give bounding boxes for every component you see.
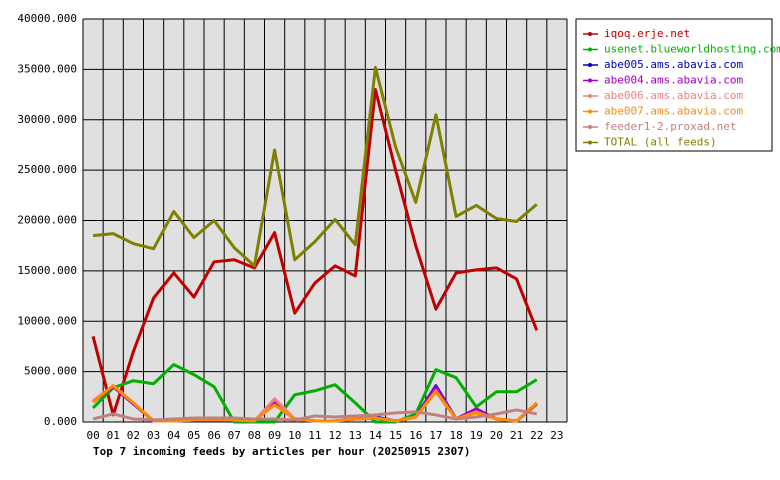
x-tick-label: 07 <box>228 429 241 442</box>
x-tick-label: 06 <box>207 429 220 442</box>
legend-box <box>575 18 773 152</box>
legend-label: abe006.ams.abavia.com <box>604 89 743 102</box>
series-line <box>92 65 538 268</box>
legend-marker <box>588 94 592 98</box>
chart-title: Top 7 incoming feeds by articles per hou… <box>93 445 471 458</box>
x-tick-label: 00 <box>86 429 99 442</box>
legend-marker <box>588 140 592 145</box>
series-line <box>91 88 539 417</box>
legend-label: iqoq.erje.net <box>604 27 690 40</box>
x-tick-label: 11 <box>308 429 321 442</box>
x-tick-label: 12 <box>328 429 341 442</box>
x-tick-label: 04 <box>167 429 181 442</box>
y-tick-label: 20000.000 <box>17 214 77 227</box>
legend-marker <box>588 78 592 83</box>
x-tick-label: 02 <box>127 429 140 442</box>
x-tick-label: 21 <box>510 429 523 442</box>
x-tick-label: 17 <box>429 429 442 442</box>
x-tick-label: 18 <box>449 429 462 442</box>
x-tick-label: 16 <box>409 429 422 442</box>
x-tick-label: 05 <box>187 429 200 442</box>
x-tick-label: 22 <box>530 429 543 442</box>
x-tick-label: 13 <box>349 429 362 442</box>
legend-label: abe005.ams.abavia.com <box>604 58 743 71</box>
y-tick-label: 10000.000 <box>17 314 77 327</box>
legend-label: TOTAL (all feeds) <box>604 136 717 149</box>
y-tick-label: 35000.000 <box>17 62 77 75</box>
series-line <box>92 408 538 422</box>
legend-marker <box>588 63 592 67</box>
y-tick-label: 30000.000 <box>17 113 77 126</box>
legend-marker <box>588 32 592 36</box>
x-tick-label: 15 <box>389 429 402 442</box>
y-tick-label: 40000.000 <box>17 12 77 25</box>
legend-label: abe007.ams.abavia.com <box>604 105 743 118</box>
legend-label: feeder1-2.proxad.net <box>604 120 736 133</box>
legend-marker <box>588 47 592 52</box>
y-tick-label: 0.000 <box>44 415 77 428</box>
y-tick-label: 5000.000 <box>24 365 77 378</box>
series-line <box>92 363 538 424</box>
x-tick-label: 01 <box>107 429 120 442</box>
y-tick-label: 25000.000 <box>17 163 77 176</box>
x-tick-label: 19 <box>470 429 483 442</box>
legend-marker <box>588 109 592 114</box>
x-tick-label: 14 <box>369 429 383 442</box>
x-tick-label: 20 <box>490 429 503 442</box>
x-tick-label: 09 <box>268 429 281 442</box>
x-tick-label: 10 <box>288 429 301 442</box>
legend-label: usenet.blueworldhosting.com <box>604 43 780 56</box>
legend-label: abe004.ams.abavia.com <box>604 74 743 87</box>
y-tick-label: 15000.000 <box>17 264 77 277</box>
x-tick-label: 03 <box>147 429 160 442</box>
x-tick-label: 08 <box>248 429 261 442</box>
legend-marker <box>588 125 592 129</box>
x-tick-label: 23 <box>550 429 563 442</box>
